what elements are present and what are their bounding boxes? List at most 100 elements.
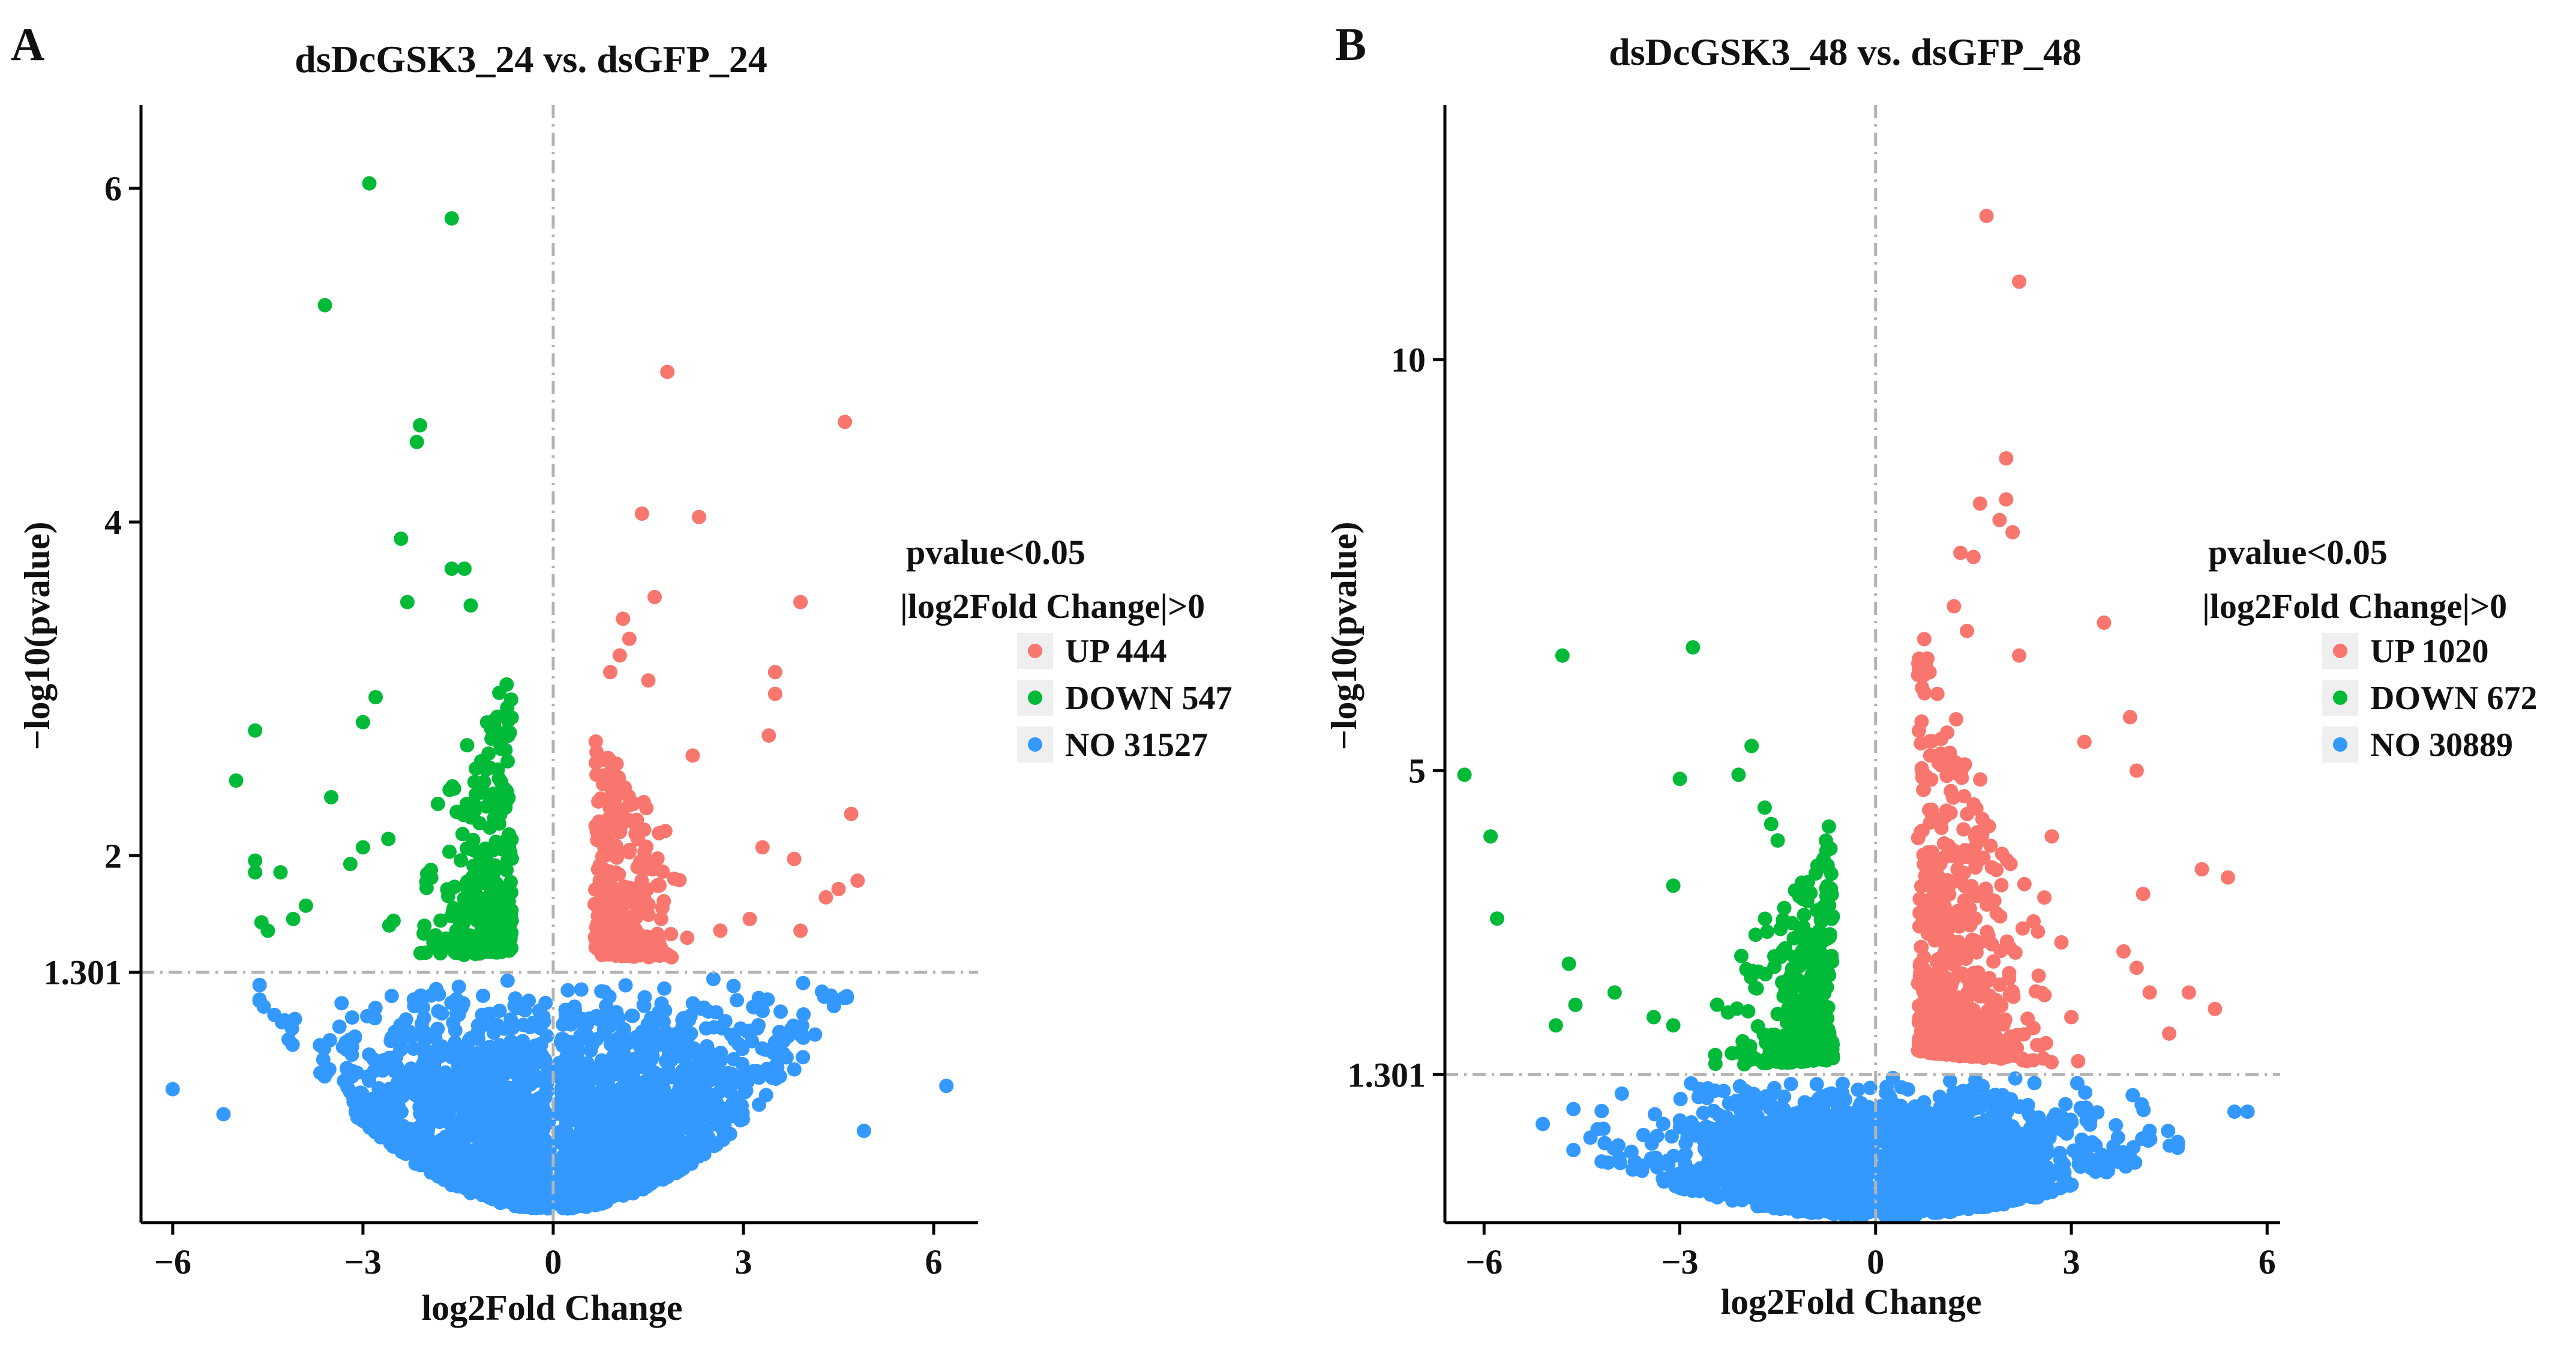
panel-a-up-point bbox=[622, 845, 637, 860]
panel-a-up-point bbox=[613, 900, 628, 915]
panel-a-x-tick-label: −6 bbox=[154, 1242, 191, 1281]
panel-b-no-point bbox=[1883, 1091, 1898, 1106]
panel-a-legend-dot-down bbox=[1028, 690, 1042, 705]
panel-a-up-point bbox=[650, 851, 665, 866]
panel-a-down-outlier-point bbox=[248, 853, 263, 868]
panel-a-no-point bbox=[808, 1027, 823, 1042]
panel-a-up-point bbox=[613, 944, 628, 959]
panel-b-no-point bbox=[2022, 1107, 2037, 1122]
panel-b-no-point bbox=[2163, 1138, 2177, 1153]
panel-a-no-point bbox=[576, 1176, 591, 1191]
panel-a-no-point bbox=[334, 996, 349, 1011]
panel-b-no-point bbox=[1777, 1089, 1792, 1104]
panel-a-legend-label-down: DOWN 547 bbox=[1065, 680, 1232, 717]
panel-b-no-point bbox=[2057, 1165, 2072, 1180]
panel-a-no-point bbox=[583, 1086, 598, 1101]
panel-a-down-outlier-point bbox=[444, 562, 459, 576]
panel-a-no-point bbox=[394, 1124, 409, 1139]
panel-a-no-point bbox=[683, 1026, 698, 1041]
panel-a-no-point bbox=[670, 1149, 685, 1164]
panel-b-no-point bbox=[2070, 1076, 2085, 1091]
panel-a-no-point bbox=[643, 1025, 658, 1040]
panel-a-down-point bbox=[492, 942, 507, 957]
panel-a-x-tick-label: 3 bbox=[734, 1242, 752, 1281]
panel-a-up-point bbox=[601, 833, 616, 848]
panel-a-no-point bbox=[390, 1076, 405, 1091]
panel-a-no-point bbox=[697, 1062, 712, 1077]
panel-a-down-point bbox=[433, 913, 448, 928]
panel-a-no-point bbox=[416, 1000, 430, 1015]
panel-a-no-point bbox=[508, 1163, 523, 1178]
panel-b-no-point bbox=[1644, 1136, 1659, 1151]
panel-a-down-point bbox=[500, 700, 515, 715]
panel-a-up-outlier-point bbox=[685, 748, 700, 763]
panel-a-no-point bbox=[317, 1069, 332, 1084]
panel-a-down-point bbox=[419, 875, 434, 890]
panel-a-legend: pvalue<0.05 |log2Fold Change|>0 UP 444 D… bbox=[900, 533, 1232, 764]
panel-a-down-point bbox=[477, 914, 492, 929]
panel-a-no-point bbox=[685, 996, 700, 1011]
panel-a-no-outlier-point bbox=[939, 1079, 954, 1093]
panel-a-up-point bbox=[633, 854, 648, 869]
panel-b-no-point bbox=[1762, 1139, 1777, 1154]
panel-a-y-axis-label: −log10(pvalue) bbox=[17, 522, 57, 750]
panel-a-no-point bbox=[453, 1067, 468, 1082]
panel-a-down-point bbox=[492, 685, 507, 700]
panel-a-no-point bbox=[636, 998, 651, 1013]
panel-a-no-point bbox=[430, 1022, 445, 1036]
panel-a-no-point bbox=[393, 1043, 408, 1058]
panel-a-no-point bbox=[518, 1150, 533, 1165]
panel-a-no-point bbox=[440, 1137, 455, 1152]
panel-a-no-point bbox=[252, 993, 267, 1008]
panel-a-no-outlier-point bbox=[856, 1124, 871, 1139]
panel-a-no-point bbox=[625, 1056, 640, 1071]
panel-a-up-point bbox=[713, 923, 728, 938]
panel-a-up-point bbox=[622, 798, 637, 813]
panel-b-no-point bbox=[2023, 1187, 2038, 1202]
panel-a: A dsDcGSK3_24 vs. dsGFP_24 −6 −3 0 3 61.3012… bbox=[11, 18, 1232, 1328]
panel-a-no-point bbox=[676, 1121, 691, 1136]
panel-b-no-point bbox=[2088, 1164, 2103, 1179]
panel-a-no-point bbox=[705, 1098, 720, 1113]
panel-a-up-point bbox=[599, 917, 614, 932]
panel-a-no-point bbox=[387, 1025, 402, 1040]
panel-b-no-point bbox=[1673, 1092, 1688, 1106]
panel-a-up-point bbox=[593, 942, 608, 957]
panel-a-up-point bbox=[652, 878, 667, 893]
panel-a-no-point bbox=[287, 1011, 302, 1026]
panel-a-no-point bbox=[643, 1137, 658, 1152]
panel-a-down-point bbox=[460, 738, 475, 753]
panel-a-no-point bbox=[379, 1108, 394, 1123]
panel-b-no-point bbox=[2083, 1152, 2098, 1167]
panel-b-no-point bbox=[2161, 1124, 2176, 1139]
panel-a-no-point bbox=[730, 993, 745, 1008]
panel-a-down-point bbox=[503, 875, 518, 890]
panel-a-up-point bbox=[602, 875, 617, 890]
panel-b-no-point bbox=[1772, 1119, 1786, 1134]
panel-a-no-point bbox=[535, 1047, 550, 1062]
panel-a-no-point bbox=[733, 1021, 748, 1036]
panel-a-no-point bbox=[617, 1067, 632, 1082]
panel-a-no-point bbox=[497, 1158, 511, 1173]
panel-a-no-point bbox=[706, 1110, 721, 1125]
panel-a-no-point bbox=[587, 1143, 602, 1157]
panel-a-legend-dot-no bbox=[1028, 737, 1042, 752]
panel-a-no-point bbox=[663, 1031, 678, 1046]
panel-b-no-point bbox=[1614, 1086, 1629, 1101]
panel-a-no-point bbox=[500, 1192, 515, 1206]
panel-a-no-point bbox=[772, 1040, 786, 1055]
panel-a-up-point bbox=[637, 892, 652, 906]
panel-a-no-point bbox=[701, 1004, 716, 1019]
panel-a-no-point bbox=[565, 1200, 580, 1215]
panel-a-no-point bbox=[431, 1146, 446, 1161]
panel-a-up-outlier-point bbox=[793, 923, 808, 938]
panel-a-no-point bbox=[618, 978, 633, 993]
panel-a-no-point bbox=[590, 1197, 605, 1212]
panel-a-no-point bbox=[716, 1071, 731, 1086]
panel-a-no-point bbox=[459, 1101, 474, 1116]
panel-a-no-point bbox=[624, 1008, 639, 1023]
panel-a-down-cloud bbox=[382, 677, 519, 962]
panel-a-no-point bbox=[281, 1032, 296, 1047]
panel-a-up-outlier-point bbox=[818, 890, 833, 905]
panel-a-no-point bbox=[796, 975, 811, 990]
